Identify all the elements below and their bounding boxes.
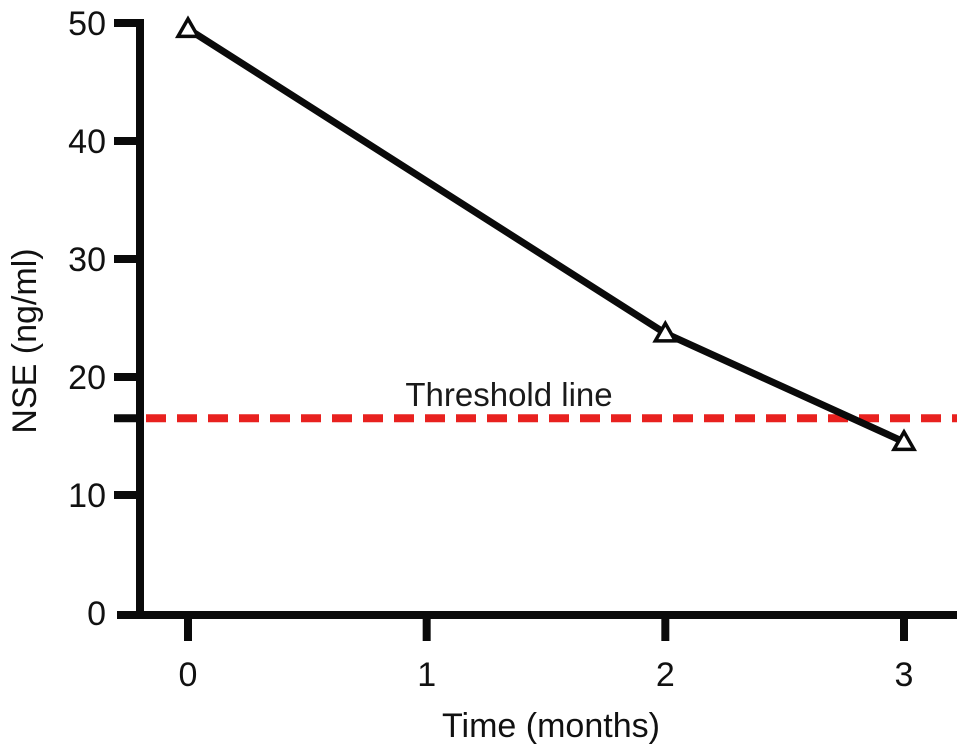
- threshold-label: Threshold line: [405, 376, 612, 413]
- y-tick-label: 40: [68, 123, 106, 161]
- data-point-marker: [890, 428, 918, 452]
- y-tick-label: 10: [68, 477, 106, 515]
- x-tick-label: 0: [179, 656, 198, 694]
- x-tick-label: 1: [417, 656, 436, 694]
- y-tick-label: 0: [87, 595, 106, 633]
- axes: [117, 19, 957, 619]
- y-tick-label: 50: [68, 5, 106, 43]
- y-tick-label: 30: [68, 241, 106, 279]
- x-tick-group: 0 1 2 3: [179, 615, 914, 694]
- x-axis-title: Time (months): [442, 707, 660, 745]
- y-tick-label: 20: [68, 359, 106, 397]
- data-point-marker: [174, 15, 202, 39]
- data-point-marker: [652, 319, 679, 343]
- x-tick-label: 3: [895, 656, 914, 694]
- series-group: [174, 15, 918, 452]
- y-tick-group: 0 10 20 30 40 50: [68, 5, 140, 633]
- x-tick-label: 2: [656, 656, 675, 694]
- y-axis-title: NSE (ng/ml): [6, 248, 44, 433]
